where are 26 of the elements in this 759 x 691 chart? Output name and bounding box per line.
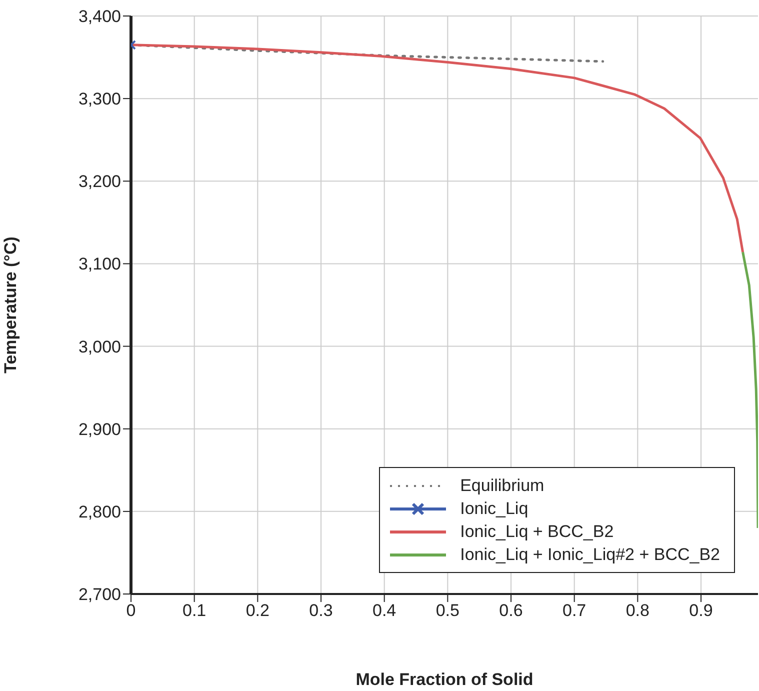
x-tick-label: 0.7 bbox=[562, 601, 586, 620]
y-tick-label: 2,700 bbox=[78, 585, 121, 604]
x-tick-label: 0.5 bbox=[436, 601, 460, 620]
legend-label: Equilibrium bbox=[460, 476, 544, 496]
x-tick-label: 0.1 bbox=[182, 601, 206, 620]
y-tick-label: 3,400 bbox=[78, 7, 121, 26]
y-tick-label: 3,000 bbox=[78, 337, 121, 356]
x-tick-label: 0 bbox=[126, 601, 136, 620]
x-tick-label: 0.9 bbox=[689, 601, 713, 620]
y-tick-label: 3,200 bbox=[78, 172, 121, 192]
legend-label: Ionic_Liq bbox=[460, 498, 528, 518]
x-tick-label: 0.6 bbox=[499, 601, 523, 620]
x-tick-label: 0.2 bbox=[246, 601, 270, 620]
x-tick-label: 0.8 bbox=[626, 601, 650, 620]
y-tick-label: 3,100 bbox=[78, 254, 121, 274]
line-series bbox=[742, 250, 758, 530]
y-tick-label: 3,300 bbox=[78, 90, 121, 109]
legend-label: Ionic_Liq + Ionic_Liq#2 + BCC_B2 bbox=[460, 544, 720, 564]
x-tick-label: 0.3 bbox=[309, 601, 333, 620]
y-tick-label: 2,900 bbox=[78, 420, 121, 439]
line-series bbox=[131, 44, 744, 254]
y-tick-label: 2,800 bbox=[78, 502, 121, 522]
x-tick-label: 0.4 bbox=[372, 601, 396, 620]
legend-label: Ionic_Liq + BCC_B2 bbox=[460, 522, 614, 542]
x-axis-title: Mole Fraction of Solid bbox=[356, 670, 534, 689]
y-axis-title: Temperature (°C) bbox=[1, 236, 20, 374]
